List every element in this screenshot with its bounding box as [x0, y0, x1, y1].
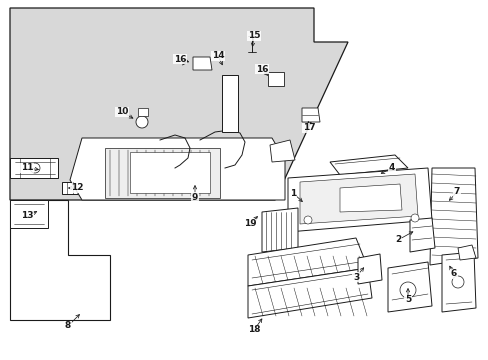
Circle shape	[304, 216, 311, 224]
Polygon shape	[262, 208, 297, 252]
Polygon shape	[457, 245, 475, 260]
Polygon shape	[10, 8, 347, 200]
Text: 16: 16	[255, 64, 268, 73]
Text: 16: 16	[173, 54, 186, 63]
Text: 19: 19	[243, 220, 256, 229]
Polygon shape	[302, 108, 319, 122]
Text: 3: 3	[352, 273, 358, 282]
Circle shape	[410, 214, 418, 222]
Polygon shape	[70, 138, 285, 200]
Polygon shape	[193, 57, 212, 70]
Text: 13: 13	[20, 211, 33, 220]
Text: 17: 17	[302, 123, 315, 132]
Polygon shape	[409, 218, 434, 252]
Polygon shape	[10, 200, 110, 320]
Text: 11: 11	[20, 163, 33, 172]
Text: 18: 18	[247, 325, 260, 334]
Polygon shape	[62, 182, 78, 194]
Polygon shape	[247, 238, 367, 286]
Text: 6: 6	[450, 270, 456, 279]
Polygon shape	[247, 268, 371, 318]
Text: 2: 2	[394, 235, 400, 244]
Polygon shape	[130, 152, 209, 193]
Text: 14: 14	[211, 51, 224, 60]
Polygon shape	[329, 155, 407, 175]
Circle shape	[451, 276, 463, 288]
Polygon shape	[138, 108, 148, 116]
Polygon shape	[287, 168, 431, 232]
Polygon shape	[267, 72, 284, 86]
Text: 7: 7	[453, 188, 459, 197]
Text: 5: 5	[404, 296, 410, 305]
Polygon shape	[387, 262, 431, 312]
Text: 4: 4	[388, 163, 394, 172]
Circle shape	[30, 163, 40, 173]
Text: 9: 9	[191, 193, 198, 202]
Text: 12: 12	[71, 184, 83, 193]
Circle shape	[136, 116, 148, 128]
Circle shape	[399, 282, 415, 298]
Polygon shape	[299, 174, 417, 224]
Text: 10: 10	[116, 108, 128, 117]
Text: 15: 15	[247, 31, 260, 40]
Polygon shape	[105, 148, 220, 198]
Polygon shape	[10, 200, 48, 228]
Polygon shape	[429, 168, 477, 265]
Polygon shape	[357, 254, 381, 284]
Polygon shape	[269, 140, 294, 162]
Text: 1: 1	[289, 189, 296, 198]
Polygon shape	[222, 75, 238, 132]
Polygon shape	[441, 252, 475, 312]
Polygon shape	[10, 158, 58, 178]
Text: 8: 8	[65, 321, 71, 330]
Polygon shape	[339, 184, 401, 212]
